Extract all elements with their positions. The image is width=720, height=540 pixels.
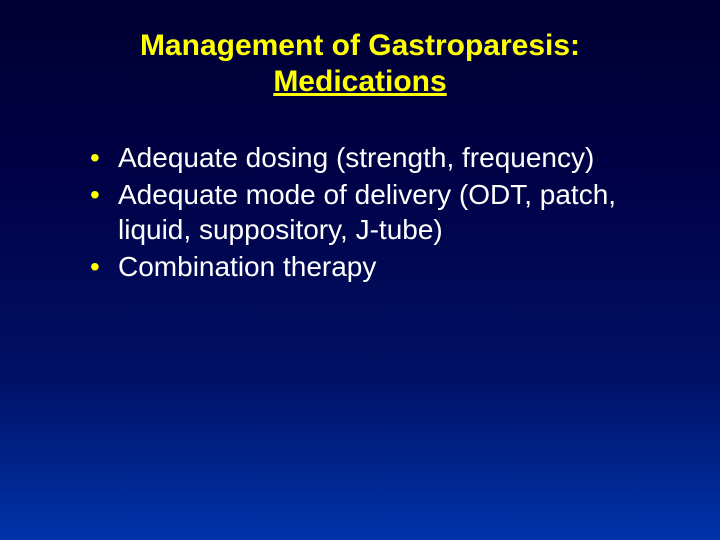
slide-container: Management of Gastroparesis: Medications… [0,0,720,540]
list-item: Adequate mode of delivery (ODT, patch, l… [90,177,660,247]
title-line-2: Medications [273,65,446,98]
list-item: Adequate dosing (strength, frequency) [90,140,660,175]
bullet-list: Adequate dosing (strength, frequency) Ad… [60,140,660,284]
title-line-1: Management of Gastroparesis: [140,29,580,62]
slide-title: Management of Gastroparesis: Medications [60,28,660,100]
list-item: Combination therapy [90,249,660,284]
